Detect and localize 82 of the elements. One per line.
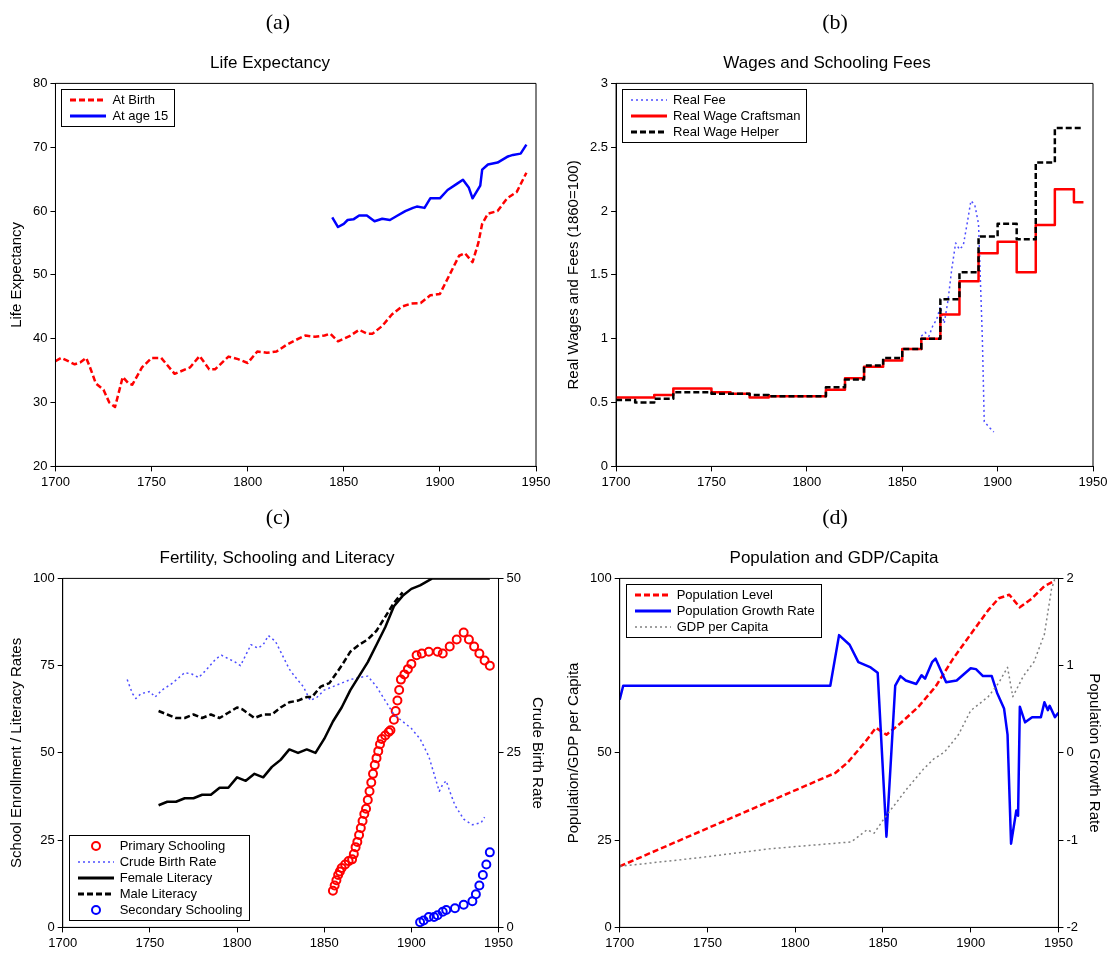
y-tick-label: 100 bbox=[32, 569, 55, 585]
x-tick-label: 1950 bbox=[521, 473, 551, 489]
x-tick-label: 1900 bbox=[396, 934, 426, 950]
x-tick-label: 1800 bbox=[780, 934, 810, 950]
y-tick-label: 0 bbox=[604, 918, 612, 934]
x-tick-label: 1800 bbox=[222, 934, 252, 950]
legend-label: Female Literacy bbox=[119, 870, 213, 887]
y2-tick-label: -1 bbox=[1066, 831, 1078, 847]
x-tick-label: 1700 bbox=[48, 934, 78, 950]
y-axis-title: School Enrollment / Literacy Rates bbox=[7, 637, 25, 868]
y-tick-label: 30 bbox=[32, 394, 48, 410]
x-tick-label: 1750 bbox=[135, 934, 165, 950]
x-tick-label: 1850 bbox=[309, 934, 339, 950]
chart-title: Wages and Schooling Fees bbox=[723, 52, 931, 72]
y-tick-label: 0.5 bbox=[589, 394, 609, 410]
legend-label: Primary Schooling bbox=[119, 838, 226, 855]
x-tick-label: 1800 bbox=[792, 473, 822, 489]
y2-tick-label: 1 bbox=[1066, 657, 1074, 673]
y2-axis-title: Population Growth Rate bbox=[1086, 673, 1104, 833]
y-tick-label: 2.5 bbox=[589, 138, 609, 154]
y2-tick-label: 0 bbox=[1066, 744, 1074, 760]
x-tick-label: 1750 bbox=[692, 934, 722, 950]
legend-label: Real Wage Craftsman bbox=[673, 108, 801, 125]
y-tick-label: 50 bbox=[40, 744, 55, 760]
y-tick-label: 1 bbox=[600, 330, 609, 346]
chart-title: Fertility, Schooling and Literacy bbox=[159, 547, 395, 567]
y2-tick-label: 50 bbox=[506, 569, 522, 585]
chart-title: Population and GDP/Capita bbox=[729, 547, 939, 567]
y2-tick-label: -2 bbox=[1066, 918, 1078, 934]
x-tick-label: 1700 bbox=[601, 473, 631, 489]
y-axis-title: Real Wages and Fees (1860=100) bbox=[564, 160, 582, 390]
x-tick-label: 1850 bbox=[329, 473, 359, 489]
y2-tick-label: 2 bbox=[1066, 569, 1074, 585]
x-tick-label: 1850 bbox=[868, 934, 898, 950]
y2-tick-label: 25 bbox=[506, 744, 522, 760]
x-tick-label: 1900 bbox=[425, 473, 455, 489]
text: (a) bbox=[265, 9, 291, 36]
legend-label: At Birth bbox=[112, 92, 156, 109]
legend-label: Population Level bbox=[676, 587, 773, 604]
x-tick-label: 1700 bbox=[605, 934, 635, 950]
legend-label: Real Wage Helper bbox=[673, 124, 779, 141]
y-tick-label: 20 bbox=[32, 457, 48, 473]
text: (b) bbox=[822, 9, 848, 36]
x-tick-label: 1750 bbox=[697, 473, 726, 489]
y-tick-label: 3 bbox=[600, 74, 609, 90]
text: (c) bbox=[265, 504, 291, 531]
chart-title: Life Expectancy bbox=[209, 52, 331, 72]
x-tick-label: 1700 bbox=[41, 473, 70, 489]
y-axis-title: Life Expectancy bbox=[7, 221, 25, 328]
y-tick-label: 75 bbox=[40, 657, 55, 673]
legend-label: Male Literacy bbox=[119, 886, 197, 903]
y-tick-label: 100 bbox=[589, 569, 612, 585]
y-tick-label: 2 bbox=[600, 202, 609, 218]
y-axis-title: Population/GDP per Capita bbox=[564, 661, 582, 844]
x-tick-label: 1800 bbox=[233, 473, 263, 489]
x-tick-label: 1950 bbox=[484, 934, 513, 950]
legend-label: Population Growth Rate bbox=[676, 603, 815, 620]
y-tick-label: 80 bbox=[32, 74, 48, 90]
legend-label: Real Fee bbox=[673, 92, 726, 109]
y2-axis-title: Crude Birth Rate bbox=[529, 697, 547, 809]
legend-label: At age 15 bbox=[112, 108, 169, 125]
y-tick-label: 40 bbox=[32, 330, 48, 346]
x-tick-label: 1950 bbox=[1043, 934, 1073, 950]
y2-tick-label: 0 bbox=[506, 918, 514, 934]
y-tick-label: 0 bbox=[47, 918, 55, 934]
legend-label: GDP per Capita bbox=[676, 619, 769, 636]
y-tick-label: 25 bbox=[40, 831, 55, 847]
y-tick-label: 25 bbox=[597, 831, 612, 847]
x-tick-label: 1750 bbox=[137, 473, 167, 489]
y-tick-label: 70 bbox=[32, 138, 48, 154]
y-tick-label: 50 bbox=[32, 266, 48, 282]
legend-label: Secondary Schooling bbox=[119, 902, 243, 919]
y-tick-label: 0 bbox=[600, 457, 609, 473]
x-tick-label: 1850 bbox=[887, 473, 917, 489]
y-tick-label: 1.5 bbox=[589, 266, 609, 282]
y-tick-label: 50 bbox=[597, 744, 612, 760]
text: (d) bbox=[822, 504, 848, 531]
x-tick-label: 1900 bbox=[983, 473, 1013, 489]
x-tick-label: 1900 bbox=[956, 934, 986, 950]
x-tick-label: 1950 bbox=[1078, 473, 1108, 489]
y-tick-label: 60 bbox=[32, 202, 48, 218]
legend-label: Crude Birth Rate bbox=[119, 854, 217, 871]
